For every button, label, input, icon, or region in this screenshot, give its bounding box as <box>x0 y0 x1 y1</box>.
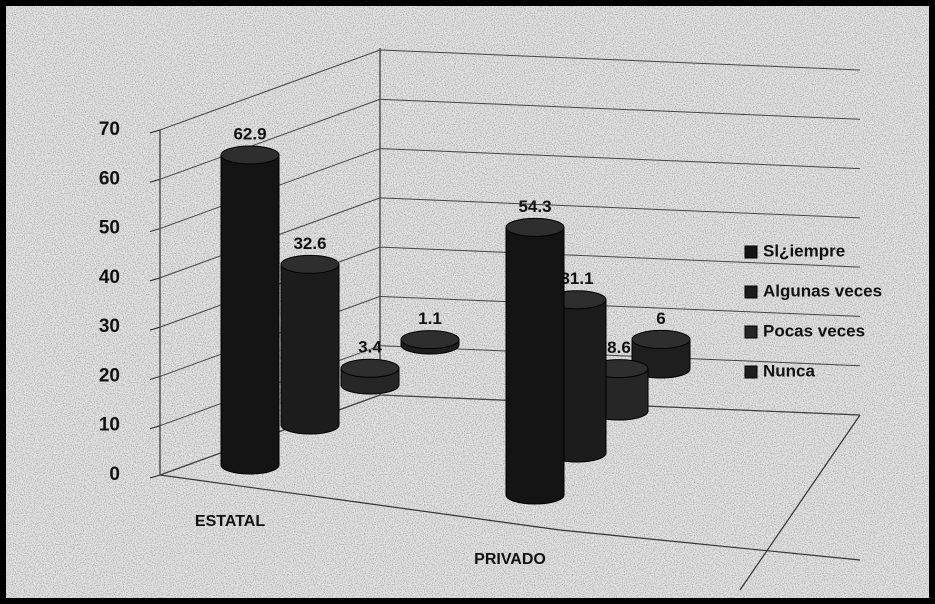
data-label: 3.4 <box>358 338 382 357</box>
y-tick-label: 60 <box>99 168 120 189</box>
y-tick-label: 10 <box>99 415 120 436</box>
data-label: 8.6 <box>607 338 631 357</box>
legend-label: Algunas veces <box>763 281 882 300</box>
bar <box>220 154 280 475</box>
bar <box>505 226 565 505</box>
legend-swatch <box>744 285 758 299</box>
bar-top <box>505 217 565 237</box>
legend-swatch <box>744 245 758 259</box>
tick-mark <box>149 129 161 134</box>
tick-mark <box>149 277 161 282</box>
bar-top <box>220 145 280 165</box>
legend-label: Sl¿iempre <box>763 241 845 260</box>
grid-line <box>159 49 861 131</box>
x-tick-label: ESTATAL <box>195 513 265 530</box>
data-label: 31.1 <box>560 269 593 288</box>
data-label: 32.6 <box>293 234 326 253</box>
tick-mark <box>149 425 161 430</box>
legend-label: Pocas veces <box>763 321 865 340</box>
bar-top <box>400 330 460 350</box>
legend-swatch <box>744 365 758 379</box>
bar-top <box>280 254 340 274</box>
y-tick-label: 50 <box>99 218 120 239</box>
texture <box>6 6 929 598</box>
y-tick-label: 40 <box>99 267 120 288</box>
bar-top <box>340 358 400 378</box>
y-tick-label: 30 <box>99 316 120 337</box>
y-tick-label: 0 <box>109 464 120 485</box>
tick-mark <box>149 228 161 233</box>
bar-top <box>631 329 691 349</box>
data-label: 54.3 <box>518 197 551 216</box>
data-label: 1.1 <box>418 309 442 328</box>
legend-swatch <box>744 325 758 339</box>
tick-mark <box>149 375 161 380</box>
tick-mark <box>149 474 161 479</box>
data-label: 6 <box>656 309 665 328</box>
legend-label: Nunca <box>763 361 816 380</box>
x-tick-label: PRIVADO <box>474 551 546 568</box>
y-tick-label: 70 <box>99 119 120 140</box>
y-tick-label: 20 <box>99 365 120 386</box>
data-label: 62.9 <box>233 124 266 143</box>
bar <box>280 263 340 435</box>
tick-mark <box>149 178 161 183</box>
tick-mark <box>149 326 161 331</box>
